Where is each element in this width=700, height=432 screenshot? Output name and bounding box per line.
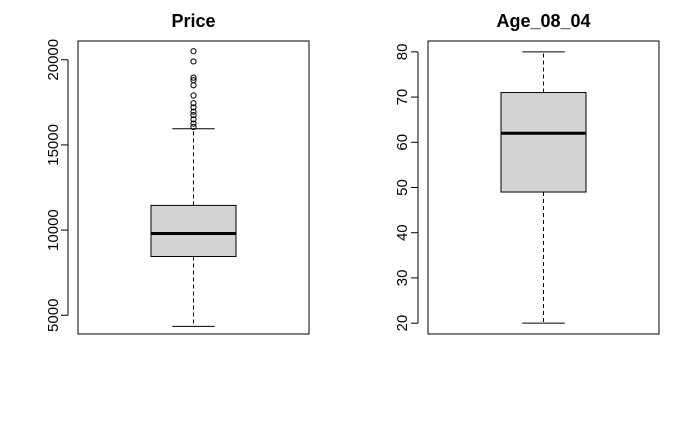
y-tick-label: 20 — [394, 315, 411, 332]
iqr-box — [150, 204, 237, 257]
boxplot-panel-1: Price 5000 10000 15000 20000 — [45, 11, 310, 335]
chart-title: Price — [171, 11, 215, 31]
outlier-point — [190, 108, 197, 115]
y-tick-label: 5000 — [45, 299, 62, 332]
chart-title: Age_08_04 — [496, 11, 590, 31]
outlier-point — [190, 77, 197, 84]
y-tick-label: 70 — [394, 89, 411, 106]
y-tick-label: 10000 — [45, 209, 62, 251]
iqr-box — [500, 92, 587, 193]
outlier-point — [190, 116, 197, 123]
outlier-point — [190, 58, 197, 65]
y-tick-label: 60 — [394, 134, 411, 151]
boxplot-panel-2: Age_08_04 20 30 40 50 60 70 80 — [394, 11, 660, 335]
outlier-point — [190, 48, 197, 55]
outlier-point — [190, 74, 197, 81]
y-tick-label: 15000 — [45, 124, 62, 166]
outlier-point — [190, 104, 197, 111]
y-tick-label: 30 — [394, 270, 411, 287]
outlier-point — [190, 123, 197, 131]
y-tick-label: 80 — [394, 44, 411, 61]
outlier-point — [190, 92, 197, 99]
outlier-point — [190, 82, 197, 89]
y-tick-label: 40 — [394, 224, 411, 241]
y-tick-label: 20000 — [45, 39, 62, 81]
plot-frame — [77, 40, 310, 335]
outlier-point — [190, 120, 197, 127]
outlier-point — [190, 112, 197, 119]
plot-frame — [427, 40, 660, 335]
y-tick-label: 50 — [394, 179, 411, 196]
outlier-point — [190, 100, 197, 107]
